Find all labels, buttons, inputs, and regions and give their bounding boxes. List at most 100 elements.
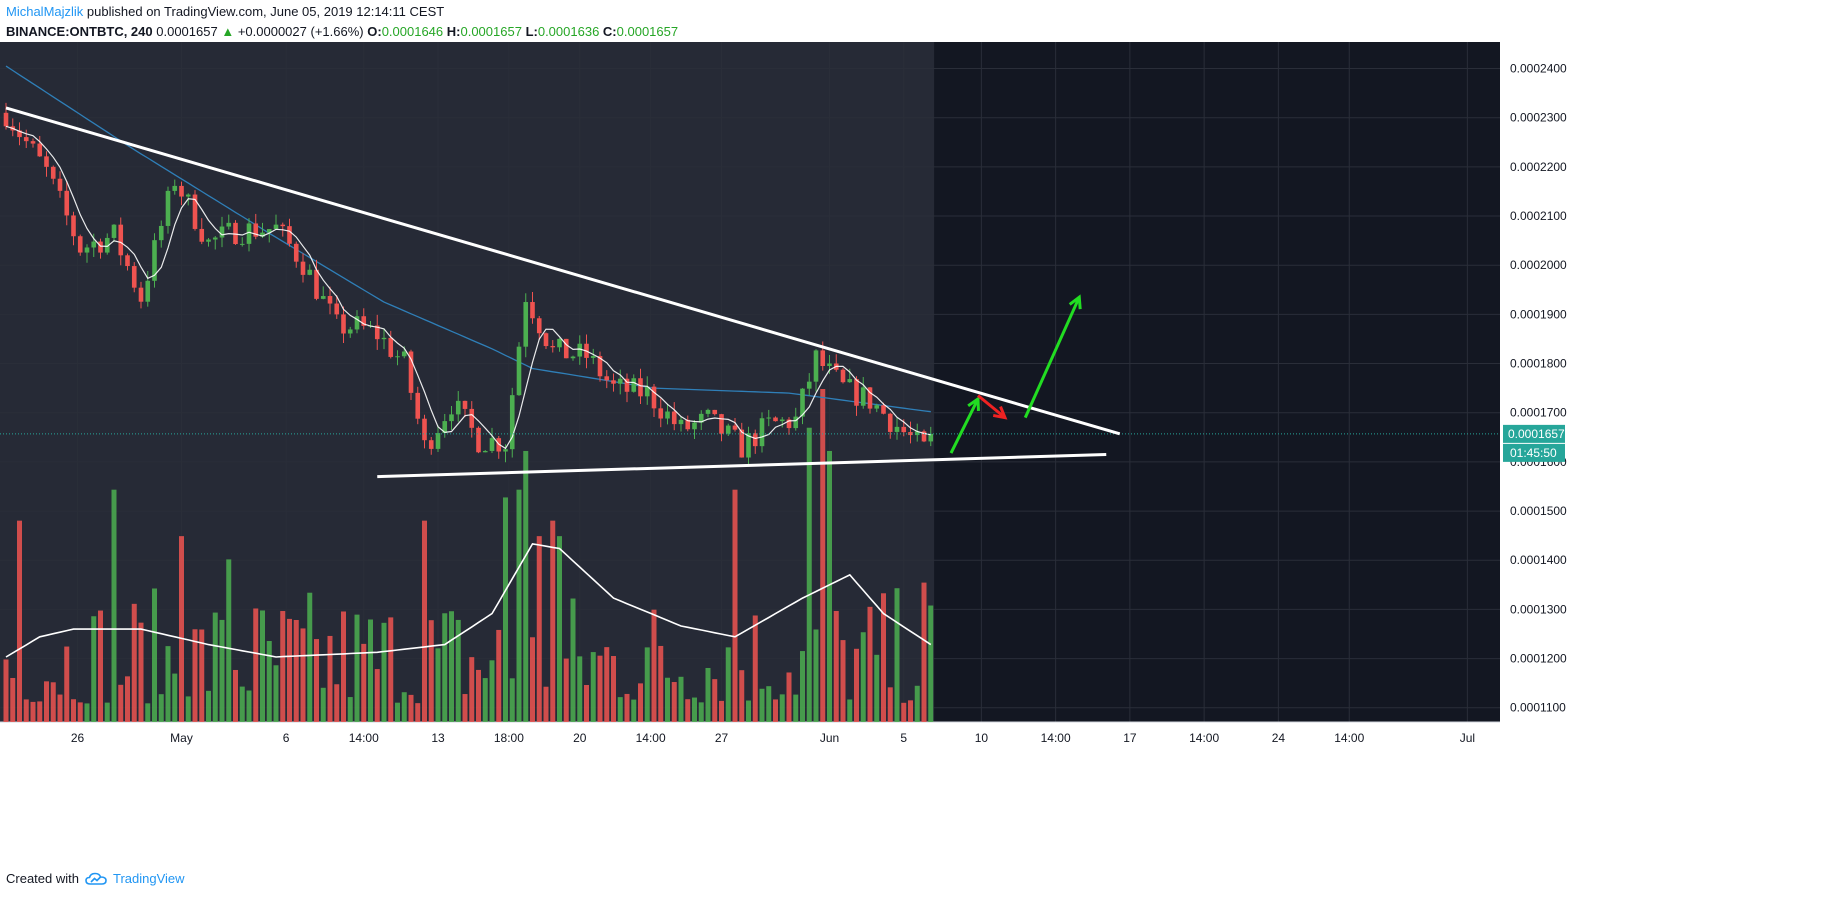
candle[interactable] <box>489 427 495 454</box>
candle[interactable] <box>347 326 353 338</box>
candle[interactable] <box>381 328 387 350</box>
candle[interactable] <box>300 253 306 283</box>
candle[interactable] <box>57 171 63 198</box>
candle[interactable] <box>482 450 488 453</box>
candle[interactable] <box>320 286 326 300</box>
candle[interactable] <box>557 338 562 352</box>
candle[interactable] <box>455 391 461 422</box>
candle[interactable] <box>23 129 29 149</box>
candle[interactable] <box>341 306 346 344</box>
candle[interactable] <box>874 403 880 413</box>
candle[interactable] <box>104 233 110 255</box>
candle[interactable] <box>732 418 738 432</box>
candle[interactable] <box>71 211 76 246</box>
candle[interactable] <box>759 412 765 453</box>
candle[interactable] <box>30 138 36 148</box>
candle[interactable] <box>651 384 657 417</box>
candle[interactable] <box>226 214 232 230</box>
candle[interactable] <box>138 281 144 309</box>
candle[interactable] <box>395 350 400 366</box>
candle[interactable] <box>253 213 259 240</box>
candle[interactable] <box>678 416 684 432</box>
candle[interactable] <box>887 412 893 439</box>
candle[interactable] <box>530 292 535 324</box>
candle[interactable] <box>361 308 367 330</box>
candle[interactable] <box>327 286 333 315</box>
candle[interactable] <box>671 402 677 431</box>
candle[interactable] <box>462 400 468 418</box>
author-link[interactable]: MichalMajzlik <box>6 4 84 19</box>
candle[interactable] <box>658 398 664 428</box>
candle[interactable] <box>334 295 340 319</box>
candle[interactable] <box>631 374 637 393</box>
candle[interactable] <box>921 429 927 443</box>
candle[interactable] <box>428 436 434 455</box>
arrow-down-annotation[interactable] <box>977 394 1008 420</box>
candle[interactable] <box>415 386 421 425</box>
candle[interactable] <box>239 237 245 247</box>
candle[interactable] <box>611 373 616 392</box>
candle[interactable] <box>570 355 576 361</box>
candle[interactable] <box>37 136 43 157</box>
candle[interactable] <box>219 216 225 248</box>
candle[interactable] <box>354 310 360 334</box>
candle[interactable] <box>152 233 157 288</box>
candle[interactable] <box>374 314 380 350</box>
candle[interactable] <box>118 217 124 266</box>
candle[interactable] <box>422 414 427 449</box>
candle[interactable] <box>644 376 650 405</box>
candle[interactable] <box>199 218 205 245</box>
candle[interactable] <box>246 218 252 252</box>
candle[interactable] <box>725 423 731 436</box>
candle[interactable] <box>165 186 171 234</box>
candle[interactable] <box>840 368 846 384</box>
lower-trendline[interactable] <box>377 453 1107 479</box>
candle[interactable] <box>698 410 704 431</box>
candle[interactable] <box>705 408 711 418</box>
candle[interactable] <box>435 425 441 453</box>
price-chart[interactable]: 26 May 6 14:00 13 18:00 20 14:00 27 Jun 5 10 14:00 17… <box>0 42 1828 866</box>
candle[interactable] <box>125 253 130 271</box>
candle[interactable] <box>813 349 819 392</box>
candle[interactable] <box>314 259 319 301</box>
candle[interactable] <box>597 351 603 382</box>
candle[interactable] <box>307 264 313 276</box>
candle[interactable] <box>3 102 9 130</box>
candle[interactable] <box>867 387 873 414</box>
candle[interactable] <box>604 370 610 389</box>
candle[interactable] <box>854 376 859 416</box>
candle[interactable] <box>779 417 785 428</box>
candle[interactable] <box>577 335 583 365</box>
candle[interactable] <box>692 420 697 439</box>
candle[interactable] <box>590 348 596 365</box>
candle[interactable] <box>287 218 292 247</box>
candle[interactable] <box>800 388 805 425</box>
candle[interactable] <box>192 190 198 231</box>
candle[interactable] <box>685 415 691 432</box>
upper-trendline[interactable] <box>5 106 1121 436</box>
candle[interactable] <box>550 340 556 353</box>
candle[interactable] <box>766 409 772 427</box>
arrow-up-annotation[interactable] <box>1023 294 1082 419</box>
candle[interactable] <box>773 416 778 422</box>
candle[interactable] <box>908 421 913 444</box>
candle[interactable] <box>17 122 22 146</box>
candle[interactable] <box>624 373 630 403</box>
candle[interactable] <box>806 373 812 396</box>
candle[interactable] <box>172 179 178 195</box>
candle[interactable] <box>523 293 529 358</box>
candle[interactable] <box>536 315 542 340</box>
candle[interactable] <box>206 237 211 247</box>
candle[interactable] <box>212 236 218 250</box>
candle[interactable] <box>847 368 853 383</box>
candle[interactable] <box>179 181 184 206</box>
candle[interactable] <box>233 220 238 245</box>
candle[interactable] <box>266 229 272 243</box>
tradingview-link[interactable]: TradingView <box>113 871 185 886</box>
candle[interactable] <box>665 403 670 425</box>
candle[interactable] <box>746 426 751 466</box>
candle[interactable] <box>84 244 90 263</box>
candle[interactable] <box>469 401 475 438</box>
candle[interactable] <box>260 222 265 238</box>
candle[interactable] <box>476 426 481 454</box>
